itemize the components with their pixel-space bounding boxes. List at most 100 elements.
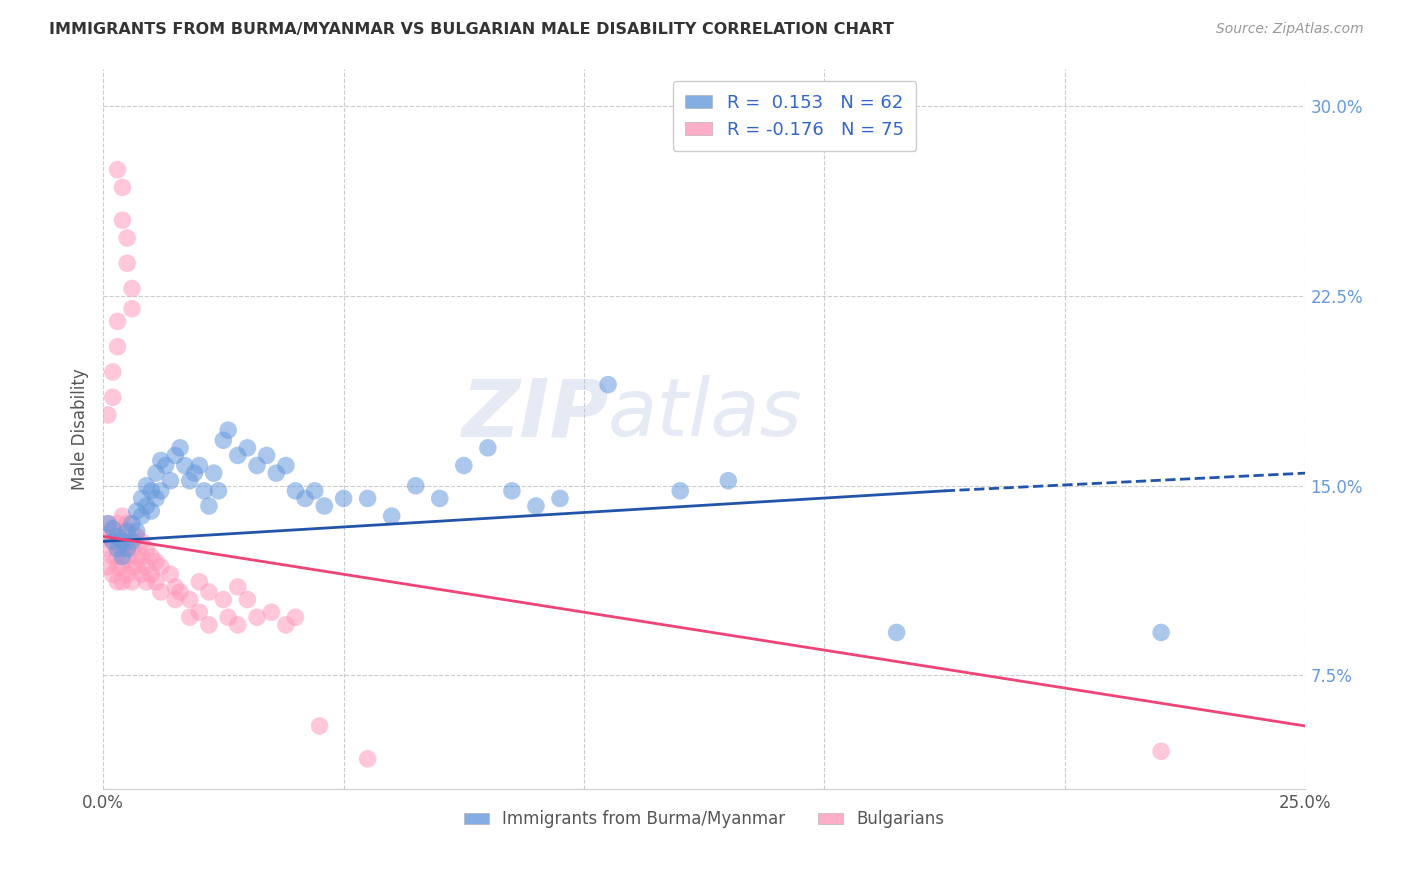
Point xyxy=(131,549,153,564)
Point xyxy=(107,340,129,354)
Point xyxy=(115,534,138,549)
Point xyxy=(97,408,120,422)
Point xyxy=(236,592,259,607)
Point xyxy=(135,541,157,556)
Point xyxy=(183,466,205,480)
Point xyxy=(115,231,138,245)
Point xyxy=(145,574,167,589)
Point xyxy=(198,585,221,599)
Point xyxy=(125,529,148,543)
Point xyxy=(101,549,124,564)
Text: IMMIGRANTS FROM BURMA/MYANMAR VS BULGARIAN MALE DISABILITY CORRELATION CHART: IMMIGRANTS FROM BURMA/MYANMAR VS BULGARI… xyxy=(49,22,894,37)
Point xyxy=(149,559,172,574)
Point xyxy=(121,534,143,549)
Point xyxy=(155,458,177,473)
Point xyxy=(97,529,120,543)
Point xyxy=(121,574,143,589)
Point xyxy=(202,466,225,480)
Point xyxy=(101,390,124,404)
Point xyxy=(121,516,143,531)
Point xyxy=(217,423,239,437)
Y-axis label: Male Disability: Male Disability xyxy=(72,368,89,490)
Point xyxy=(125,559,148,574)
Point xyxy=(274,618,297,632)
Point xyxy=(111,524,134,539)
Point xyxy=(107,162,129,177)
Point xyxy=(188,458,211,473)
Point xyxy=(115,524,138,539)
Point xyxy=(217,610,239,624)
Point xyxy=(246,610,269,624)
Point xyxy=(274,458,297,473)
Point xyxy=(304,483,326,498)
Point xyxy=(260,605,283,619)
Point xyxy=(1150,744,1173,758)
Point xyxy=(165,580,187,594)
Point xyxy=(97,516,120,531)
Point xyxy=(226,618,249,632)
Point xyxy=(477,441,499,455)
Point xyxy=(111,509,134,524)
Point xyxy=(115,516,138,531)
Point xyxy=(314,499,336,513)
Point xyxy=(107,534,129,549)
Point xyxy=(284,483,307,498)
Point xyxy=(886,625,908,640)
Legend: Immigrants from Burma/Myanmar, Bulgarians: Immigrants from Burma/Myanmar, Bulgarian… xyxy=(457,804,952,835)
Point xyxy=(381,509,404,524)
Point xyxy=(101,524,124,539)
Point xyxy=(212,434,235,448)
Point xyxy=(141,504,163,518)
Point xyxy=(125,504,148,518)
Point xyxy=(101,567,124,582)
Point xyxy=(179,592,201,607)
Point xyxy=(131,491,153,506)
Point xyxy=(236,441,259,455)
Point xyxy=(135,559,157,574)
Point xyxy=(145,466,167,480)
Point xyxy=(212,592,235,607)
Point xyxy=(717,474,740,488)
Point xyxy=(111,549,134,564)
Point xyxy=(115,549,138,564)
Point xyxy=(125,524,148,539)
Point xyxy=(193,483,215,498)
Point xyxy=(141,483,163,498)
Point xyxy=(107,559,129,574)
Point xyxy=(294,491,316,506)
Point xyxy=(226,449,249,463)
Point xyxy=(149,453,172,467)
Point xyxy=(173,458,195,473)
Point xyxy=(145,555,167,569)
Point xyxy=(131,534,153,549)
Point xyxy=(284,610,307,624)
Point xyxy=(308,719,330,733)
Point xyxy=(264,466,287,480)
Point xyxy=(226,580,249,594)
Point xyxy=(246,458,269,473)
Point xyxy=(453,458,475,473)
Point xyxy=(121,281,143,295)
Point xyxy=(332,491,354,506)
Point xyxy=(405,479,427,493)
Point xyxy=(101,534,124,549)
Point xyxy=(179,610,201,624)
Point xyxy=(111,541,134,556)
Point xyxy=(107,549,129,564)
Text: Source: ZipAtlas.com: Source: ZipAtlas.com xyxy=(1216,22,1364,37)
Point xyxy=(159,474,181,488)
Point xyxy=(548,491,571,506)
Point xyxy=(524,499,547,513)
Point xyxy=(1150,625,1173,640)
Point xyxy=(107,541,129,556)
Point xyxy=(169,441,191,455)
Point xyxy=(97,541,120,556)
Point xyxy=(135,479,157,493)
Point xyxy=(115,256,138,270)
Point xyxy=(111,559,134,574)
Text: ZIP: ZIP xyxy=(461,376,607,453)
Point xyxy=(149,483,172,498)
Point xyxy=(115,541,138,556)
Point xyxy=(188,605,211,619)
Point xyxy=(107,529,129,543)
